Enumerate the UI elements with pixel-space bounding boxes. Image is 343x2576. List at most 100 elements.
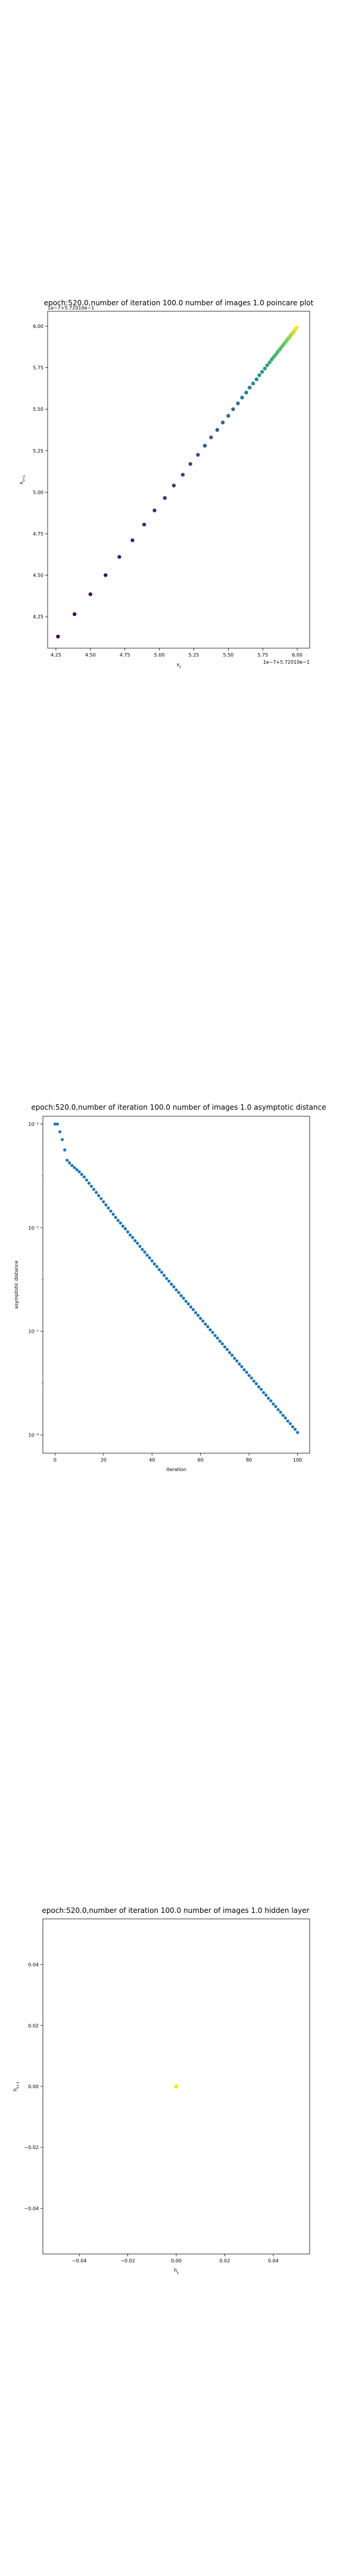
data-point <box>184 1299 188 1303</box>
data-point <box>102 1200 105 1204</box>
data-point <box>254 1382 258 1386</box>
data-point <box>204 1322 207 1326</box>
y-tick-label: 10⁻³ <box>28 1122 39 1127</box>
data-point <box>251 381 255 386</box>
data-point <box>109 1209 113 1213</box>
data-point <box>75 1168 79 1172</box>
x-axis-label: xt <box>176 662 181 670</box>
data-point <box>68 1161 71 1165</box>
data-point <box>233 1357 236 1360</box>
data-point <box>55 1122 60 1126</box>
data-point <box>117 555 121 559</box>
data-point <box>72 612 77 617</box>
data-point <box>130 538 135 543</box>
x-tick-label: 80 <box>246 1457 252 1463</box>
data-point <box>121 1224 124 1228</box>
data-point <box>225 1348 229 1351</box>
data-point <box>114 1215 117 1219</box>
data-point <box>291 1425 295 1429</box>
data-point <box>138 1244 142 1248</box>
y-tick-label: 10⁻⁹ <box>28 1433 39 1438</box>
data-point <box>265 363 269 367</box>
data-point <box>196 453 200 457</box>
data-point <box>194 1311 198 1315</box>
data-point <box>264 1394 268 1397</box>
data-point <box>188 462 192 466</box>
data-point <box>201 1319 205 1323</box>
data-point <box>208 1328 212 1332</box>
y-tick-label: 6.00 <box>33 324 43 329</box>
data-point <box>155 1265 159 1268</box>
asymptotic-distance-chart: epoch:520.0,number of iteration 100.0 nu… <box>14 1103 326 1472</box>
x-tick-label: 6.00 <box>292 652 303 658</box>
data-point <box>145 1253 149 1257</box>
data-point <box>286 1419 289 1423</box>
x-tick-label: 0.04 <box>268 2258 279 2264</box>
data-point <box>77 1170 81 1174</box>
data-point <box>269 1399 273 1402</box>
y-tick-label: 4.75 <box>33 531 43 537</box>
y-tick-label: 0.00 <box>28 2084 39 2089</box>
data-point <box>257 373 261 377</box>
data-point <box>148 1256 151 1259</box>
data-point <box>242 1368 246 1371</box>
data-point <box>228 1351 232 1354</box>
data-point <box>235 1359 239 1363</box>
data-point <box>283 1416 287 1420</box>
data-point <box>276 1408 280 1411</box>
data-point <box>123 1227 127 1231</box>
x-tick-label: 4.25 <box>51 652 61 658</box>
poincare-chart: epoch:520.0,number of iteration 100.0 nu… <box>18 299 314 670</box>
y-tick-label: 4.50 <box>33 573 43 578</box>
data-point <box>189 1305 193 1309</box>
x-tick-label: 20 <box>101 1457 107 1463</box>
data-point <box>182 1296 185 1300</box>
chart-title: epoch:520.0,number of iteration 100.0 nu… <box>42 1906 310 1915</box>
data-point <box>119 1221 122 1225</box>
y-tick-label: 4.25 <box>33 614 43 620</box>
data-point <box>236 401 240 405</box>
x-tick-label: 4.75 <box>120 652 130 658</box>
data-point <box>104 1203 108 1207</box>
x-tick-label: 0.00 <box>171 2258 182 2264</box>
data-point <box>272 1402 275 1406</box>
data-point <box>296 1431 300 1434</box>
data-point <box>116 1219 120 1222</box>
data-point <box>172 1285 176 1289</box>
data-point <box>111 1212 115 1216</box>
chart-title: epoch:520.0,number of iteration 100.0 nu… <box>31 1103 326 1111</box>
data-point <box>80 1172 83 1176</box>
x-tick-label: 4.50 <box>85 652 96 658</box>
data-point <box>260 370 264 374</box>
data-point <box>209 435 213 439</box>
y-tick-label: 0.02 <box>28 2023 39 2029</box>
data-point <box>104 573 108 577</box>
data-point <box>163 496 167 500</box>
data-point <box>263 366 267 371</box>
data-point <box>274 1405 277 1408</box>
data-point <box>223 1345 227 1349</box>
data-point <box>85 1178 88 1182</box>
data-point <box>279 1410 282 1414</box>
y-tick-label: 10⁻⁷ <box>28 1329 39 1335</box>
data-point <box>174 1288 178 1292</box>
hidden-layer-chart: epoch:520.0,number of iteration 100.0 nu… <box>13 1906 310 2275</box>
x-tick-label: 0 <box>54 1457 57 1463</box>
data-point <box>180 472 185 477</box>
y-axis-label: xt+1 <box>18 475 26 484</box>
data-point <box>142 522 146 527</box>
data-point <box>152 1262 156 1266</box>
y-axis-label: ht+1 <box>13 2082 20 2091</box>
data-point <box>247 1374 251 1377</box>
plot-frame <box>47 311 310 649</box>
y-tick-label: −0.02 <box>24 2145 39 2150</box>
x-tick-label: 5.75 <box>257 652 268 658</box>
x-tick-label: 40 <box>149 1457 155 1463</box>
data-point <box>66 1159 69 1162</box>
data-point <box>186 1302 190 1306</box>
data-point <box>136 1241 139 1245</box>
data-point <box>88 592 92 596</box>
data-point <box>288 1422 292 1426</box>
x-axis-label: ht <box>174 2268 179 2275</box>
